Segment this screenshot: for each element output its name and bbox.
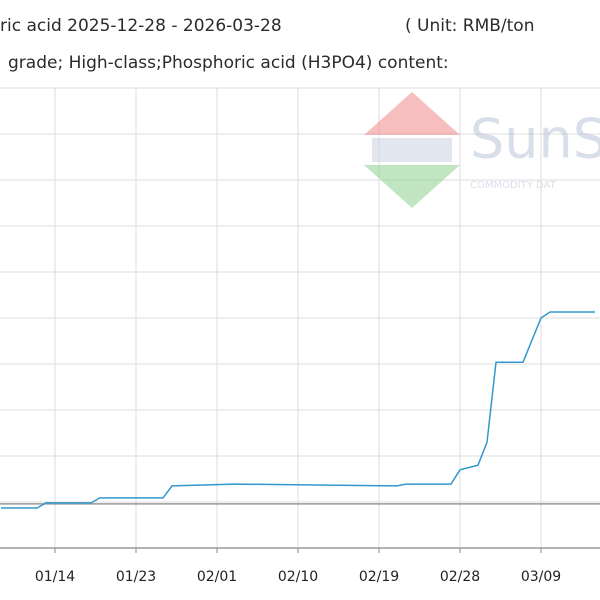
watermark-logo: SunS COMMODITY DAT bbox=[364, 92, 600, 208]
chart-title: ric acid 2025-12-28 - 2026-03-28 bbox=[0, 16, 282, 36]
x-tick-label: 02/19 bbox=[359, 569, 399, 585]
x-tick-label: 03/09 bbox=[521, 569, 561, 585]
x-tick-label: 02/28 bbox=[440, 569, 480, 585]
x-tick-label: 01/23 bbox=[116, 569, 156, 585]
unit: ( Unit: RMB/ton bbox=[405, 16, 534, 36]
data-line bbox=[1, 311, 595, 509]
subtitle: grade; High-class;Phosphoric acid (H3PO4… bbox=[8, 53, 449, 73]
x-tick-label: 02/10 bbox=[278, 569, 318, 585]
watermark-sub: COMMODITY DAT bbox=[470, 180, 557, 191]
watermark: SunS bbox=[470, 108, 600, 171]
x-tick-label: 01/14 bbox=[35, 569, 75, 585]
x-tick-label: 02/01 bbox=[197, 569, 237, 585]
